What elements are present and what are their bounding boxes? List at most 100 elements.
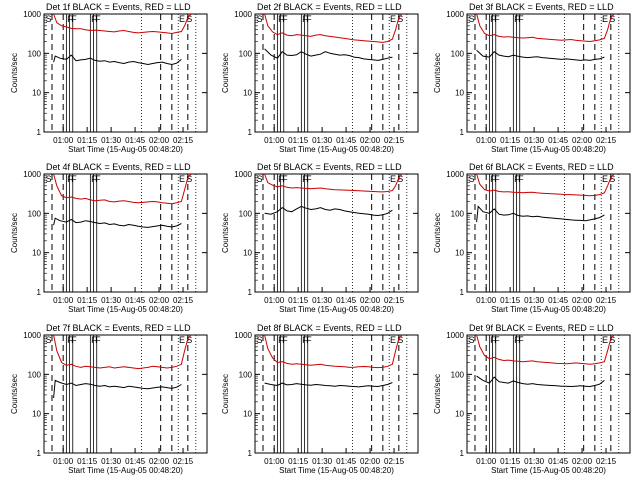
flag-label: S: [469, 335, 475, 345]
x-tick-label: 01:15: [288, 457, 309, 466]
x-tick-label: 01:00: [476, 136, 497, 145]
x-tick-label: 02:00: [360, 457, 381, 466]
x-tick-label: 02:15: [384, 296, 405, 305]
series-line-lld: [53, 334, 192, 370]
flag-label: F: [514, 174, 520, 184]
flag-label: F: [91, 335, 97, 345]
flag-label: S: [397, 14, 403, 24]
flag-label: F: [490, 174, 496, 184]
y-tick-label: 100: [451, 370, 465, 379]
flag-label: S: [186, 14, 192, 24]
flag-label: F: [514, 14, 520, 24]
y-tick-label: 1: [460, 128, 465, 137]
x-tick-label: 01:15: [500, 296, 521, 305]
x-tick-label: 02:00: [149, 136, 170, 145]
flag-label: F: [282, 335, 288, 345]
x-tick-label: 01:00: [264, 296, 285, 305]
x-tick-label: 01:15: [77, 296, 98, 305]
y-tick-label: 10: [243, 249, 252, 258]
panel-title: Det 6f BLACK = Events, RED = LLD: [469, 162, 614, 172]
panel-title: Det 7f BLACK = Events, RED = LLD: [46, 323, 191, 333]
series-line-lld: [264, 13, 403, 43]
x-tick-label: 01:15: [288, 136, 309, 145]
flag-label: F: [95, 174, 101, 184]
flag-label: F: [490, 14, 496, 24]
x-axis-label: Start Time (15-Aug-05 00:48:20): [491, 466, 606, 475]
x-tick-label: 01:00: [264, 136, 285, 145]
x-tick-label: 01:45: [336, 136, 357, 145]
x-tick-label: 01:45: [125, 296, 146, 305]
y-axis-label: Counts/sec: [433, 53, 442, 93]
y-axis-label: Counts/sec: [10, 53, 19, 93]
flag-label: F: [282, 174, 288, 184]
flag-label: S: [46, 335, 52, 345]
x-tick-label: 02:15: [173, 136, 194, 145]
x-tick-label: 01:45: [336, 296, 357, 305]
plot-frame: [43, 173, 208, 293]
x-axis-label: Start Time (15-Aug-05 00:48:20): [68, 305, 183, 314]
plot-frame: [43, 334, 208, 454]
series-line-events: [476, 375, 605, 388]
x-tick-label: 01:30: [524, 136, 545, 145]
flag-label: F: [494, 335, 500, 345]
x-tick-label: 01:30: [524, 457, 545, 466]
y-tick-label: 10: [455, 410, 464, 419]
y-tick-label: 10: [32, 89, 41, 98]
x-tick-label: 01:45: [548, 296, 569, 305]
flag-label: S: [257, 174, 263, 184]
panel-title: Det 3f BLACK = Events, RED = LLD: [469, 2, 614, 12]
y-tick-label: 10: [455, 249, 464, 258]
series-line-lld: [476, 13, 615, 43]
y-axis-label: Counts/sec: [433, 374, 442, 414]
flag-label: S: [469, 174, 475, 184]
x-tick-label: 01:30: [101, 136, 122, 145]
flag-label: S: [46, 14, 52, 24]
y-tick-label: 100: [239, 49, 253, 58]
y-tick-label: 1: [248, 128, 253, 137]
flag-label: S: [257, 14, 263, 24]
series-line-events: [53, 54, 182, 66]
x-tick-label: 01:15: [77, 457, 98, 466]
x-tick-label: 01:30: [524, 296, 545, 305]
flag-label: F: [282, 14, 288, 24]
flag-label: S: [609, 14, 615, 24]
x-tick-label: 02:15: [173, 296, 194, 305]
x-tick-label: 01:30: [101, 296, 122, 305]
flag-label: S: [469, 14, 475, 24]
x-axis-label: Start Time (15-Aug-05 00:48:20): [491, 305, 606, 314]
y-axis-label: Counts/sec: [10, 213, 19, 253]
x-tick-label: 01:15: [288, 296, 309, 305]
x-axis-label: Start Time (15-Aug-05 00:48:20): [279, 145, 394, 154]
series-line-events: [264, 48, 393, 61]
flag-label: E: [602, 174, 608, 184]
flag-label: E: [179, 14, 185, 24]
x-tick-label: 01:00: [476, 457, 497, 466]
series-line-events: [476, 49, 605, 61]
series-line-lld: [476, 173, 615, 197]
flag-label: F: [91, 174, 97, 184]
flag-label: F: [67, 174, 73, 184]
flag-label: F: [67, 335, 73, 345]
x-tick-label: 02:00: [149, 457, 170, 466]
series-line-lld: [264, 173, 403, 193]
y-tick-label: 1000: [23, 10, 41, 19]
y-tick-label: 1000: [234, 10, 252, 19]
y-tick-label: 1000: [234, 331, 252, 340]
x-tick-label: 02:00: [360, 296, 381, 305]
panel-title: Det 5f BLACK = Events, RED = LLD: [257, 162, 402, 172]
plot-frame: [466, 13, 631, 133]
x-tick-label: 01:45: [336, 457, 357, 466]
x-axis-label: Start Time (15-Aug-05 00:48:20): [68, 145, 183, 154]
series-line-lld: [53, 173, 192, 205]
x-tick-label: 01:30: [312, 136, 333, 145]
plot-frame: [254, 13, 419, 133]
x-tick-label: 01:45: [125, 136, 146, 145]
flag-label: F: [302, 14, 308, 24]
flag-label: S: [186, 174, 192, 184]
x-tick-label: 01:00: [476, 296, 497, 305]
